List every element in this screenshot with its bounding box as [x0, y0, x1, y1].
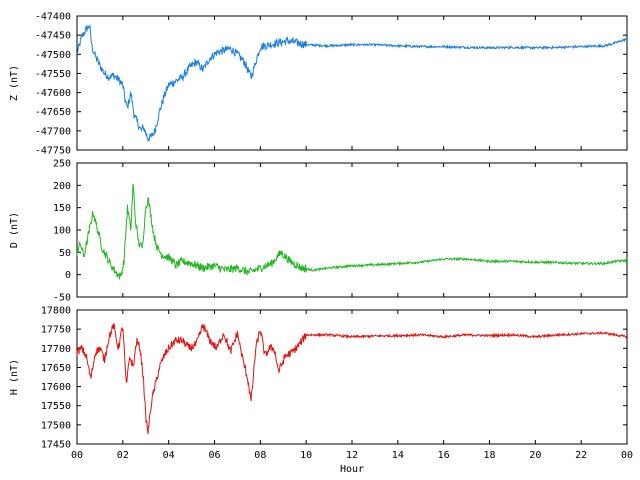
plot-frame-z — [76, 15, 628, 151]
x-axis-label: Hour — [340, 464, 364, 475]
y-tick-label-z: -47450 — [35, 31, 71, 42]
y-axis-label-z: Z (nT) — [9, 65, 20, 101]
y-tick-label-z: -47550 — [35, 69, 71, 80]
x-tick-label: 18 — [483, 450, 495, 461]
y-tick-label-h: 17750 — [41, 325, 71, 336]
series-line-d-0 — [76, 183, 628, 280]
y-tick-label-z: -47700 — [35, 126, 71, 137]
x-tick-label: 10 — [300, 450, 312, 461]
plot-frame-h — [76, 309, 628, 445]
plot-frame-d — [76, 162, 628, 298]
panel-z: -47400 -47450 -47500 -47550 -47600 -47650 -477… — [9, 12, 628, 157]
y-axis-label-d: D (nT) — [9, 212, 20, 248]
y-tick-label-h: 17450 — [41, 440, 71, 451]
series-line-z-0 — [76, 24, 628, 142]
y-tick-label-d: 250 — [53, 159, 71, 170]
y-tick-label-d: 150 — [53, 203, 71, 214]
y-tick-label-h: 17800 — [41, 306, 71, 317]
y-tick-label-d: 200 — [53, 181, 71, 192]
y-tick-label-h: 17700 — [41, 344, 71, 355]
x-tick-label: 02 — [117, 450, 129, 461]
y-tick-label-z: -47650 — [35, 107, 71, 118]
x-tick-label: 14 — [392, 450, 404, 461]
x-tick-label: 06 — [208, 450, 220, 461]
y-axis-label-h: H (nT) — [9, 359, 20, 395]
y-tick-label-d: 0 — [65, 270, 71, 281]
y-tick-label-d: -50 — [53, 293, 71, 304]
x-tick-label: 16 — [438, 450, 450, 461]
y-tick-label-h: 17550 — [41, 401, 71, 412]
series-line-h-0 — [76, 323, 628, 435]
y-tick-label-d: 50 — [59, 248, 71, 259]
x-tick-label: 00 — [71, 450, 83, 461]
x-tick-label: 08 — [254, 450, 266, 461]
x-tick-label: 12 — [346, 450, 358, 461]
x-tick-label: 22 — [575, 450, 587, 461]
y-tick-label-z: -47400 — [35, 12, 71, 23]
y-tick-label-d: 100 — [53, 226, 71, 237]
y-tick-label-z: -47600 — [35, 88, 71, 99]
y-tick-label-h: 17500 — [41, 420, 71, 431]
x-tick-label: 04 — [163, 450, 175, 461]
y-tick-label-h: 17650 — [41, 363, 71, 374]
y-tick-label-z: -47500 — [35, 50, 71, 61]
y-tick-label-z: -47750 — [35, 146, 71, 157]
x-tick-label: 20 — [529, 450, 541, 461]
panel-h: 17800 17750 17700 17650 17600 17550 17500 17450… — [9, 306, 633, 476]
y-tick-label-h: 17600 — [41, 382, 71, 393]
panel-d: 250 200 150 100 50 0 -50 D (nT) — [9, 159, 628, 304]
x-tick-label: 00 — [621, 450, 633, 461]
